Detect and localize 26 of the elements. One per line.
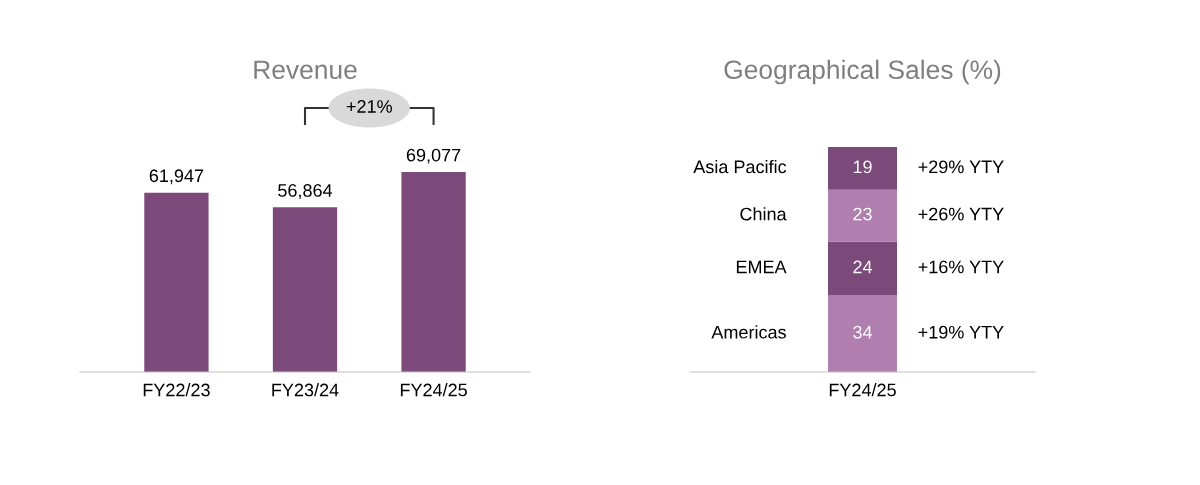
data-label: 23 bbox=[853, 207, 872, 221]
text: +29% YTY bbox=[918, 160, 1004, 174]
x-tick-label: FY24/25 bbox=[400, 383, 467, 397]
text: +19% YTY bbox=[918, 325, 1004, 339]
x-tick-label: FY22/23 bbox=[143, 383, 210, 397]
data-label: 34 bbox=[853, 325, 873, 339]
x-tick-label: FY24/25 bbox=[829, 383, 896, 397]
text: Asia Pacific bbox=[693, 159, 787, 174]
text: +21% bbox=[346, 100, 392, 113]
chart-title: Geographical Sales (%) bbox=[724, 59, 1001, 85]
text: EMEA bbox=[736, 260, 787, 274]
text: China bbox=[740, 207, 787, 221]
x-tick-label: FY23/24 bbox=[272, 383, 339, 397]
data-label: 56,864 bbox=[278, 184, 333, 199]
text: Americas bbox=[711, 325, 786, 339]
text: +16% YTY bbox=[918, 260, 1004, 274]
data-label: 24 bbox=[853, 260, 873, 274]
data-label: 61,947 bbox=[149, 169, 204, 185]
data-label: 69,077 bbox=[406, 148, 461, 164]
data-label: 19 bbox=[853, 160, 872, 174]
chart-title: Revenue bbox=[254, 60, 357, 80]
bar bbox=[828, 189, 897, 242]
text: +26% YTY bbox=[918, 207, 1004, 221]
bar bbox=[828, 241, 897, 296]
bar bbox=[828, 147, 897, 190]
bar bbox=[828, 295, 897, 372]
